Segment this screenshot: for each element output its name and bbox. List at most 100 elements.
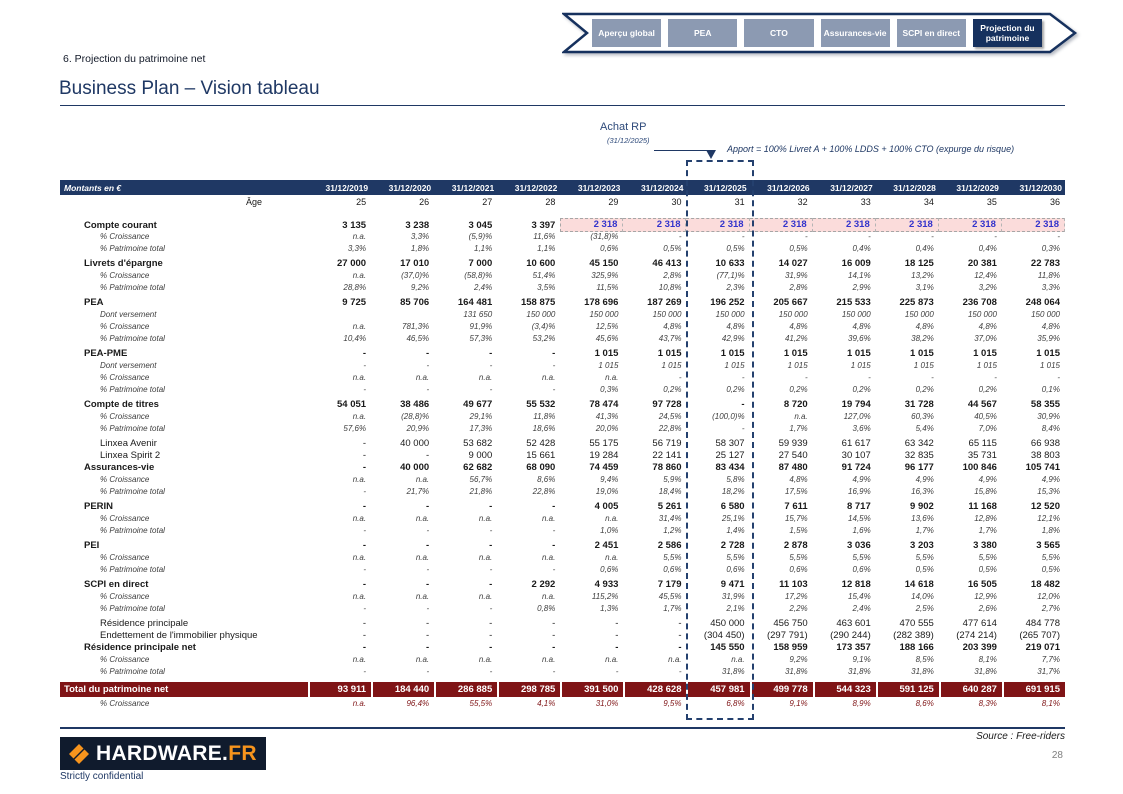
cell: 78 860 <box>652 461 682 473</box>
cell: - <box>994 231 997 241</box>
cell: 10 633 <box>715 257 745 269</box>
cell: 3,3% <box>410 231 430 241</box>
table-row: % Patrimoine total - - - - - - 31,8% 31,8% 31,8% 3… <box>60 665 1065 677</box>
cell: 2,4% <box>474 282 493 292</box>
cell: - <box>362 629 367 641</box>
confidential-label: Strictly confidential <box>60 771 144 782</box>
nav-tab[interactable]: Assurances-vie <box>820 19 890 47</box>
column-header: 31/12/2024 <box>640 182 684 193</box>
cell: 0,3% <box>600 384 619 394</box>
row-label: PEI <box>84 539 100 551</box>
cell: - <box>363 360 367 370</box>
cell: 196 252 <box>710 296 745 308</box>
nav-tab[interactable]: Projection du patrimoine <box>972 19 1043 47</box>
page-title: Business Plan – Vision tableau <box>59 78 320 99</box>
cell: 12 520 <box>1030 500 1060 512</box>
table-row: % Croissance n.a. n.a. 56,7% 8,6% 9,4% 5,9% 5,8… <box>60 473 1065 485</box>
cell: 4,8% <box>915 321 934 331</box>
column-header: 31/12/2030 <box>1019 182 1062 193</box>
cell: 46,5% <box>406 333 430 343</box>
row-label: Linxea Spirit 2 <box>100 449 161 461</box>
nav-tab[interactable]: SCPI en direct <box>896 19 966 47</box>
cell: - <box>615 629 619 641</box>
source-credit: Source : Free-riders <box>976 731 1065 742</box>
cell: n.a. <box>478 654 493 664</box>
projection-table: Montants en € 31/12/2019 31/12/2020 31/12/… <box>60 180 1065 709</box>
cell: 31,0% <box>595 698 619 708</box>
cell: 22 141 <box>652 449 682 461</box>
cell: n.a. <box>352 372 367 382</box>
cell: 1 015 <box>724 360 745 370</box>
cell: 39,6% <box>848 333 871 343</box>
table-row: PERIN - - - - 4 005 5 261 6 580 7 611 8 717 9 902 1… <box>60 500 1065 512</box>
cell: 9,2% <box>410 282 430 292</box>
age-cell: 30 <box>671 196 682 207</box>
cell: n.a. <box>605 513 619 523</box>
nav-tab[interactable]: CTO <box>744 19 814 47</box>
cell: 0,2% <box>663 384 682 394</box>
cell: 31,7% <box>1037 666 1060 676</box>
cell: 2 318 <box>875 218 939 232</box>
cell: 8,9% <box>852 698 871 708</box>
annotation-connector-line <box>654 150 710 151</box>
cell: - <box>804 372 808 382</box>
cell: 1 015 <box>973 347 997 359</box>
cell: 0,1% <box>1041 384 1060 394</box>
cell: 5 261 <box>657 500 682 512</box>
cell: 8,6% <box>915 698 934 708</box>
cell: 91,9% <box>469 321 493 331</box>
cell: 45,5% <box>658 591 682 601</box>
cell: 45,6% <box>595 333 619 343</box>
cell: (58,8)% <box>464 270 493 280</box>
table-row: % Patrimoine total 28,8% 9,2% 2,4% 3,5% 11,5%… <box>60 281 1065 293</box>
cell: - <box>741 231 745 241</box>
cell: 15,8% <box>974 486 997 496</box>
logo-text: HARDWARE.FR <box>96 741 257 765</box>
cell: 15,7% <box>784 513 808 523</box>
nav-tab[interactable]: Aperçu global <box>592 19 662 47</box>
table-row: % Croissance n.a. n.a. n.a. n.a. n.a. - - - - - - - <box>60 371 1065 383</box>
table-row: Linxea Avenir - 40 000 53 682 52 428 55 175 56… <box>60 437 1065 449</box>
cell: n.a. <box>478 513 493 523</box>
cell: n.a. <box>478 591 493 601</box>
table-row: Assurances-vie - 40 000 62 682 68 090 74 459 7… <box>60 461 1065 473</box>
cell: 91 724 <box>841 461 871 473</box>
table-body: Compte courant 3 135 3 238 3 045 3 397 2 318 2… <box>60 218 1065 709</box>
cell: 25 127 <box>715 449 745 461</box>
cell: - <box>552 539 556 551</box>
row-label: PEA-PME <box>84 347 128 359</box>
cell: 30,9% <box>1037 411 1060 421</box>
cell: 150 000 <box>589 309 619 319</box>
table-row: Résidence principale net - - - - - - 145 550 158… <box>60 641 1065 653</box>
cell: 4,9% <box>978 474 997 484</box>
age-cell: 35 <box>986 196 997 207</box>
cell: - <box>489 539 493 551</box>
table-row: % Croissance n.a. n.a. n.a. n.a. n.a. 31,4% 25,… <box>60 512 1065 524</box>
cell: 5,4% <box>915 423 934 433</box>
cell: 22 783 <box>1030 257 1060 269</box>
cell: 6,8% <box>726 698 745 708</box>
cell: 9,1% <box>789 698 808 708</box>
cell: 1,5% <box>789 525 808 535</box>
cell: 16,3% <box>911 486 934 496</box>
cell: - <box>426 603 430 613</box>
cell: n.a. <box>541 552 556 562</box>
cell: 38 486 <box>400 398 430 410</box>
age-label: Âge <box>245 196 262 207</box>
cell: n.a. <box>541 591 556 601</box>
cell: 41,2% <box>784 333 808 343</box>
table-row: PEI - - - - 2 451 2 586 2 728 2 878 3 036 3 203 3 3… <box>60 539 1065 551</box>
cell: - <box>425 539 430 551</box>
table-row: % Croissance n.a. n.a. n.a. n.a. 115,2% 45,5% 3… <box>60 590 1065 602</box>
table-row: % Croissance n.a. 96,4% 55,5% 4,1% 31,0% 9,5% 6… <box>60 697 1065 709</box>
cell: 2 451 <box>594 539 619 551</box>
cell: 184 440 <box>371 682 435 697</box>
cell: - <box>489 617 493 629</box>
cell: n.a. <box>415 591 430 601</box>
cell: 85 706 <box>400 296 430 308</box>
footer-divider <box>60 727 1065 729</box>
cell: 173 357 <box>836 641 871 653</box>
nav-tab[interactable]: PEA <box>668 19 738 47</box>
row-label: % Patrimoine total <box>100 282 165 292</box>
cell: 1,8% <box>410 243 430 253</box>
